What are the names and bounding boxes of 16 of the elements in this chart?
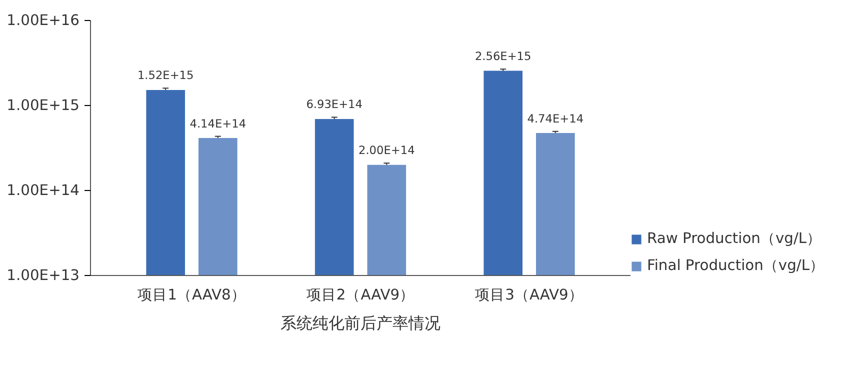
x-tick-label: 项目2（AAV9） — [306, 286, 415, 304]
y-tick-label: 1.00E+16 — [6, 12, 80, 29]
y-tick-label: 1.00E+15 — [6, 97, 80, 114]
data-label: 6.93E+14 — [306, 97, 362, 112]
data-label: 2.56E+15 — [474, 49, 532, 64]
legend-label: Final Production（vg/L） — [647, 256, 824, 275]
data-label: 1.52E+15 — [137, 68, 194, 82]
x-tick-label: 项目1（AAV8） — [138, 286, 246, 304]
data-label: 2.00E+14 — [358, 143, 415, 158]
data-label: 4.14E+14 — [190, 116, 246, 130]
data-label: 4.74E+14 — [527, 111, 584, 126]
x-tick-label: 项目3（AAV9） — [475, 286, 584, 304]
legend-label: Raw Production（vg/L） — [647, 229, 822, 248]
y-tick-label: 1.00E+14 — [6, 182, 80, 199]
text: 系统纯化前后产率情况 — [280, 314, 440, 332]
y-tick-label: 1.00E+13 — [6, 267, 80, 284]
